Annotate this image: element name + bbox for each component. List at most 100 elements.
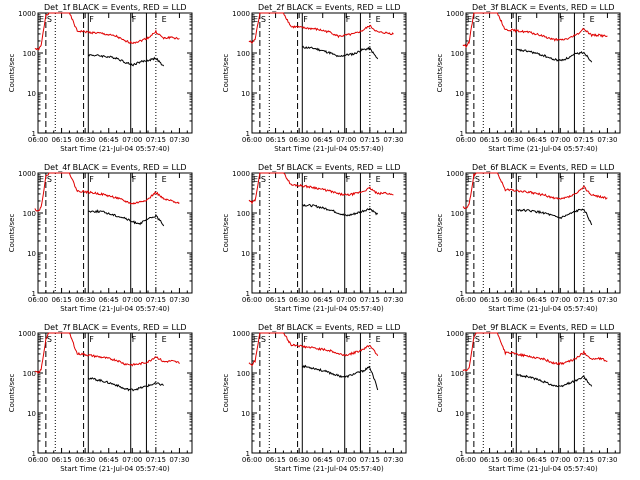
x-tick-label: 06:30 [503,136,523,144]
y-axis-label: Counts/sec [436,54,444,93]
x-axis-label: Start Time (21-Jul-04 05:57:40) [274,465,384,473]
y-axis-label: Counts/sec [8,214,16,253]
y-axis-label: Counts/sec [222,374,230,413]
x-tick-label: 07:00 [122,136,142,144]
x-tick-label: 07:00 [550,296,570,304]
y-tick-label: 1 [246,130,250,138]
flag-f: F [560,15,565,24]
flag-e: E [467,15,472,24]
flag-f: F [346,175,351,184]
y-tick-label: 100 [23,370,36,378]
series-lld-line [462,332,608,372]
flag-e: E [253,15,258,24]
y-tick-label: 1 [246,290,250,298]
chart-title: Det_7f BLACK = Events, RED = LLD [44,323,187,332]
x-tick-label: 06:30 [75,456,95,464]
x-axis-label: Start Time (21-Jul-04 05:57:40) [274,145,384,153]
x-tick-label: 07:15 [574,136,594,144]
chart-title: Det_9f BLACK = Events, RED = LLD [472,323,615,332]
flag-f: F [517,335,522,344]
x-tick-label: 06:15 [265,136,285,144]
flag-e: E [39,335,44,344]
x-tick-label: 06:30 [503,296,523,304]
flag-f: F [89,335,94,344]
y-tick-label: 1000 [232,330,250,338]
flag-f: F [89,175,94,184]
chart-panel: Det_3f BLACK = Events, RED = LLD 1 10 100 10… [436,3,621,153]
x-tick-label: 06:30 [289,136,309,144]
y-tick-label: 1 [460,130,464,138]
flag-e: E [162,335,167,344]
x-tick-label: 07:30 [383,456,403,464]
chart-panel: Det_6f BLACK = Events, RED = LLD 1 10 100 10… [436,163,621,313]
x-tick-label: 07:15 [146,296,166,304]
x-tick-label: 07:15 [574,296,594,304]
y-axis-label: Counts/sec [222,214,230,253]
x-tick-label: 07:00 [550,136,570,144]
flag-e: E [376,335,381,344]
x-tick-label: 06:45 [313,296,333,304]
series-events-line [516,208,593,226]
flag-f: F [132,175,137,184]
y-tick-label: 100 [451,50,464,58]
x-tick-label: 07:00 [336,456,356,464]
flag-f: F [303,335,308,344]
x-axis-label: Start Time (21-Jul-04 05:57:40) [60,305,170,313]
flag-e: E [253,335,258,344]
x-tick-label: 06:00 [242,136,262,144]
flag-f: F [132,335,137,344]
x-tick-label: 07:15 [360,136,380,144]
flag-s: S [261,175,266,184]
x-tick-label: 07:15 [360,456,380,464]
flag-f: F [517,15,522,24]
y-tick-label: 10 [455,90,464,98]
x-tick-label: 06:45 [99,136,119,144]
x-axis-label: Start Time (21-Jul-04 05:57:40) [60,465,170,473]
x-tick-label: 06:45 [313,456,333,464]
x-tick-label: 07:30 [383,296,403,304]
x-axis-label: Start Time (21-Jul-04 05:57:40) [60,145,170,153]
series-lld-line [34,12,180,51]
flag-s: S [261,15,266,24]
y-tick-label: 1000 [18,170,36,178]
series-lld-line [462,12,608,49]
chart-panel: Det_4f BLACK = Events, RED = LLD 1 10 100 10… [8,163,193,313]
series-events-line [87,377,164,392]
series-lld-line [248,172,394,205]
chart-title: Det_6f BLACK = Events, RED = LLD [472,163,615,172]
y-tick-label: 100 [237,210,250,218]
plot-frame [251,332,407,454]
x-tick-label: 07:30 [383,136,403,144]
y-tick-label: 10 [455,410,464,418]
flag-e: E [467,175,472,184]
x-tick-label: 06:45 [527,456,547,464]
flag-e: E [590,335,595,344]
flag-e: E [39,175,44,184]
flag-e: E [590,15,595,24]
plot-frame [465,12,621,134]
y-tick-label: 1 [460,290,464,298]
x-tick-label: 06:15 [479,456,499,464]
series-events-line [301,45,379,60]
plot-frame [251,12,407,134]
y-tick-label: 10 [241,250,250,258]
y-axis-label: Counts/sec [8,54,16,93]
chart-panel: Det_1f BLACK = Events, RED = LLD 1 10 100 10… [8,3,193,153]
flag-e: E [590,175,595,184]
y-tick-label: 100 [23,210,36,218]
x-tick-label: 07:30 [597,456,617,464]
x-tick-label: 06:15 [265,296,285,304]
y-tick-label: 100 [451,210,464,218]
plot-frame [465,172,621,294]
series-events-line [87,53,165,67]
x-tick-label: 07:15 [146,136,166,144]
chart-title: Det_2f BLACK = Events, RED = LLD [258,3,401,12]
flag-e: E [162,175,167,184]
flag-s: S [47,335,52,344]
flag-e: E [162,15,167,24]
x-axis-label: Start Time (21-Jul-04 05:57:40) [488,145,598,153]
series-events-line [88,209,165,227]
x-tick-label: 07:00 [122,296,142,304]
x-tick-label: 06:15 [479,296,499,304]
